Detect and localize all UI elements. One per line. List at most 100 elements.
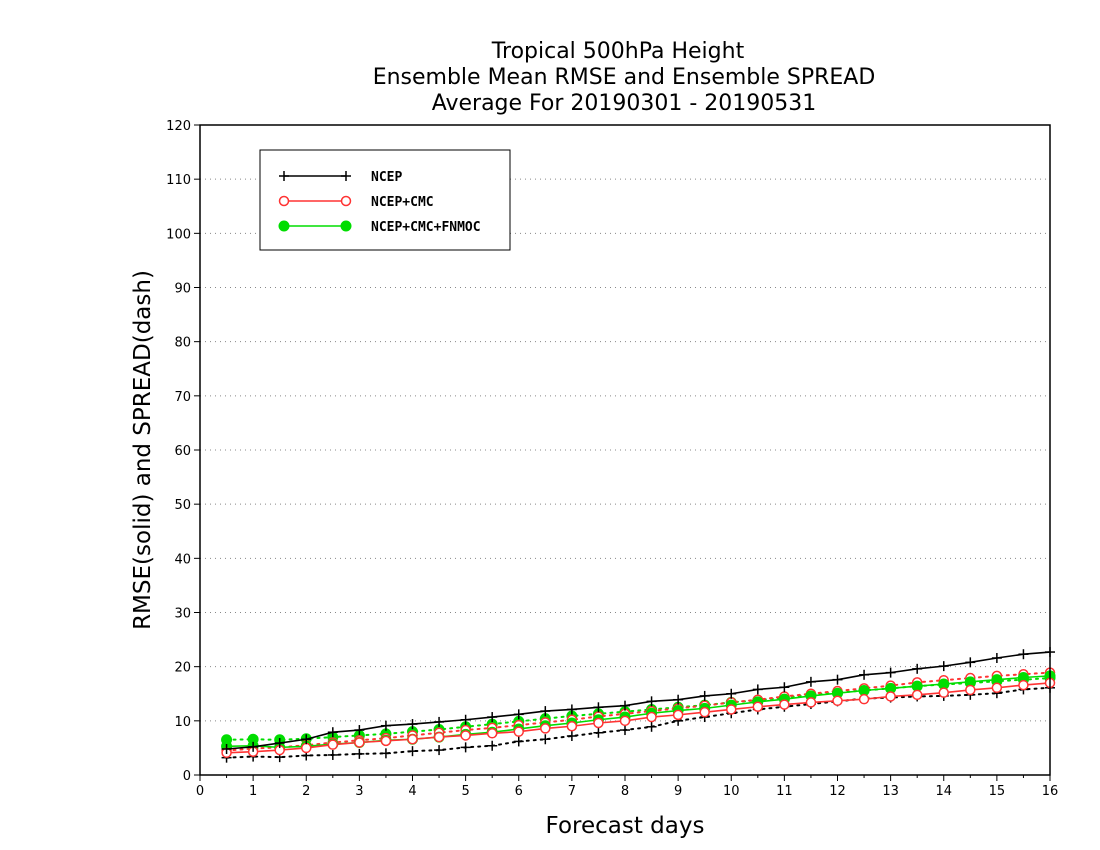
ncep-cmc-rmse-open-circle-point	[911, 689, 923, 701]
legend-ncep-right-plus-point	[341, 171, 351, 181]
ncep-spread-plus-point	[487, 740, 498, 751]
ncep-rmse-plus-point	[832, 674, 843, 685]
ncep-rmse-plus-point	[380, 720, 391, 731]
plot-frame	[199, 124, 1051, 776]
ncep-cmc-rmse-open-circle-point	[301, 742, 312, 754]
x-tick-label: 16	[1042, 784, 1059, 799]
ncep-rmse-plus-point	[513, 709, 524, 720]
ncep-cmc-rmse-open-circle-point	[938, 687, 949, 698]
ncep-rmse-plus-point	[859, 669, 870, 680]
ncep-cmc-rmse-open-circle-point	[513, 726, 524, 737]
ncep-rmse-plus-point	[673, 694, 684, 705]
legend-entry-ncep-cmc-fnmoc: NCEP+CMC+FNMOC	[278, 220, 481, 235]
y-axis-label: RMSE(solid) and SPREAD(dash)	[130, 270, 156, 630]
ncep-spread-plus-point	[327, 749, 338, 760]
y-tick-label: 80	[174, 336, 191, 351]
series-layer	[221, 647, 1056, 763]
ncep-spread-line	[225, 686, 1051, 759]
ncep-cmc-rmse-open-circle-point	[486, 728, 498, 739]
ncep-cmc-spread-series	[221, 667, 1056, 756]
ncep-rmse-series	[221, 647, 1055, 754]
ncep-cmc-rmse-open-circle-point	[991, 682, 1003, 694]
ncep-cmc-rmse-open-circle-point	[779, 699, 790, 710]
ncep-cmc-rmse-open-circle-point	[858, 693, 870, 705]
ncep-rmse-plus-point	[991, 653, 1002, 663]
y-tick-label: 0	[183, 769, 191, 784]
legend-ncep-cmc-fnmoc-right-filled-circle-point	[340, 220, 352, 232]
x-tick-label: 3	[355, 784, 363, 799]
y-tick-label: 10	[174, 715, 191, 730]
legend-ncep-cmc-right-open-circle-point	[340, 195, 352, 207]
legend-entry-ncep: NCEP	[279, 170, 402, 185]
ncep-rmse-plus-point	[726, 688, 737, 699]
ncep-rmse-plus-point	[274, 738, 285, 749]
ncep-cmc-rmse-series	[221, 677, 1056, 759]
grid-lines	[200, 178, 1050, 722]
y-tick-label: 120	[166, 119, 191, 134]
ncep-cmc-rmse-open-circle-point	[885, 691, 896, 702]
ncep-cmc-rmse-open-circle-point	[699, 706, 710, 718]
ncep-cmc-rmse-open-circle-point	[805, 697, 817, 708]
legend-box	[259, 149, 511, 251]
ncep-rmse-plus-point	[912, 663, 923, 674]
y-tick-label: 70	[174, 390, 191, 405]
title-line-2: Ensemble Mean RMSE and Ensemble SPREAD	[373, 65, 876, 90]
ncep-rmse-plus-point	[593, 702, 604, 713]
ncep-cmc-rmse-open-circle-point	[593, 717, 604, 729]
x-tick-label: 4	[408, 784, 416, 799]
ncep-spread-plus-point	[593, 727, 604, 738]
chart-title: Tropical 500hPa Height Ensemble Mean RMS…	[373, 39, 876, 116]
ncep-rmse-plus-point	[248, 741, 259, 752]
x-tick-label: 11	[776, 784, 793, 799]
legend-ncep-left-plus-point	[279, 171, 289, 181]
ncep-spread-plus-point	[513, 736, 524, 747]
x-tick-label: 5	[461, 784, 469, 799]
x-tick-label: 9	[674, 784, 682, 799]
ncep-spread-plus-point	[407, 746, 418, 757]
legend-ncep-cmc-fnmoc-left-filled-circle-point	[278, 220, 290, 232]
y-tick-label: 100	[166, 227, 191, 242]
legend-ncep-cmc-left-open-circle-point	[278, 195, 290, 207]
ncep-rmse-plus-point	[301, 734, 312, 745]
ncep-rmse-plus-point	[487, 712, 498, 723]
ncep-spread-plus-point	[540, 734, 551, 745]
y-tick-label: 20	[174, 661, 191, 676]
x-axis-label: Forecast days	[546, 813, 705, 839]
ncep-cmc-rmse-open-circle-point	[619, 715, 631, 727]
ncep-rmse-plus-point	[354, 725, 365, 736]
ncep-cmc-rmse-open-circle-point	[354, 737, 365, 748]
ncep-cmc-rmse-open-circle-point	[407, 734, 418, 745]
ncep-spread-plus-point	[620, 725, 630, 736]
ncep-spread-plus-point	[566, 731, 577, 741]
y-tick-label: 30	[174, 607, 191, 622]
ncep-cmc-rmse-open-circle-point	[380, 735, 392, 747]
ncep-rmse-plus-point	[885, 667, 896, 678]
legend-entry-ncep-cmc: NCEP+CMC	[278, 195, 434, 210]
x-tick-label: 15	[989, 784, 1006, 799]
ncep-spread-series	[221, 682, 1055, 763]
ncep-cmc-rmse-open-circle-point	[566, 721, 578, 732]
x-tick-label: 7	[568, 784, 576, 799]
y-tick-label: 40	[174, 552, 191, 567]
x-tick-label: 2	[302, 784, 310, 799]
title-line-3: Average For 20190301 - 20190531	[432, 91, 817, 116]
legend: NCEP NCEP+CMC NCEP+CMC+FNMOC	[259, 149, 511, 251]
legend-label: NCEP+CMC	[371, 195, 434, 210]
ncep-rmse-plus-point	[1018, 649, 1029, 660]
ncep-rmse-plus-point	[965, 657, 976, 668]
ncep-spread-plus-point	[646, 721, 657, 732]
ncep-cmc-rmse-open-circle-point	[433, 731, 445, 743]
ncep-cmc-fnmoc-spread-series	[221, 672, 1056, 746]
ncep-spread-plus-point	[434, 745, 445, 756]
ncep-cmc-rmse-open-circle-point	[327, 739, 339, 750]
ncep-rmse-plus-point	[407, 719, 418, 730]
x-tick-label: 13	[882, 784, 899, 799]
ncep-rmse-plus-point	[938, 661, 949, 672]
x-tick-label: 12	[829, 784, 846, 799]
x-tick-label: 8	[621, 784, 629, 799]
ncep-rmse-plus-point	[779, 682, 790, 693]
ncep-rmse-plus-point	[805, 676, 816, 687]
ncep-cmc-rmse-open-circle-point	[752, 701, 764, 712]
